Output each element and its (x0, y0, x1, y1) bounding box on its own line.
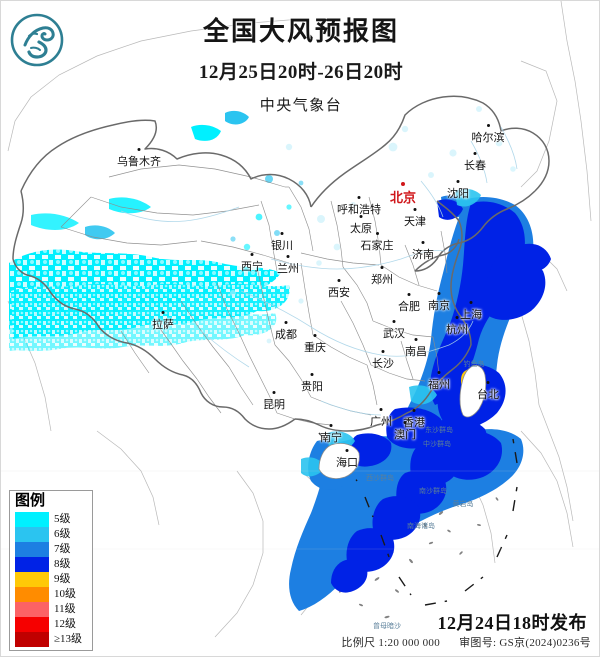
legend-label: 10级 (54, 588, 76, 600)
legend-swatch (15, 617, 49, 632)
legend-item: 10级 (10, 587, 92, 602)
legend-swatch (15, 602, 49, 617)
legend-swatch (15, 572, 49, 587)
wind-level-6-region (301, 188, 481, 477)
legend-label: 12级 (54, 618, 76, 630)
province-boundaries (60, 164, 448, 426)
legend-label: 7级 (54, 543, 71, 555)
legend-item: 7级 (10, 542, 92, 557)
rivers (120, 126, 518, 416)
legend-title: 图例 (15, 493, 46, 509)
issue-date: 12月24日18时发布 (437, 613, 587, 633)
map-approval-number: 审图号: GS京(2024)0236号 (459, 637, 591, 649)
legend-item: 11级 (10, 602, 92, 617)
legend-swatch (15, 527, 49, 542)
legend-box: 图例 5级 6级 7级 8级 9级 10级 11级 12级 ≥13级 (9, 490, 93, 651)
legend-label: 5级 (54, 513, 71, 525)
footer-meta: 比例尺 1:20 000 000 审图号: GS京(2024)0236号 (1, 634, 591, 650)
legend-swatch (15, 632, 49, 647)
map-scale: 比例尺 1:20 000 000 (341, 637, 441, 649)
legend-swatch (15, 587, 49, 602)
legend-label: 11级 (54, 603, 76, 615)
legend-item: 5级 (10, 512, 92, 527)
legend-label: ≥13级 (54, 633, 83, 645)
legend-label: 6级 (54, 528, 71, 540)
national-border (12, 95, 550, 432)
legend-label: 8级 (54, 558, 71, 570)
legend-item: 6级 (10, 527, 92, 542)
graticule (1, 470, 599, 550)
legend-item: 8级 (10, 557, 92, 572)
legend-swatch (15, 557, 49, 572)
legend-label: 9级 (54, 573, 71, 585)
island-outlines (318, 365, 487, 479)
legend-swatch (15, 542, 49, 557)
cma-dragon-logo-icon (10, 13, 64, 67)
legend-item: ≥13级 (10, 632, 92, 647)
legend-rows: 5级 6级 7级 8级 9级 10级 11级 12级 ≥13级 (10, 512, 92, 647)
legend-item: 9级 (10, 572, 92, 587)
legend-swatch (15, 512, 49, 527)
nine-dash-line (318, 432, 518, 606)
legend-item: 12级 (10, 617, 92, 632)
neighbor-country-outlines (7, 1, 592, 638)
